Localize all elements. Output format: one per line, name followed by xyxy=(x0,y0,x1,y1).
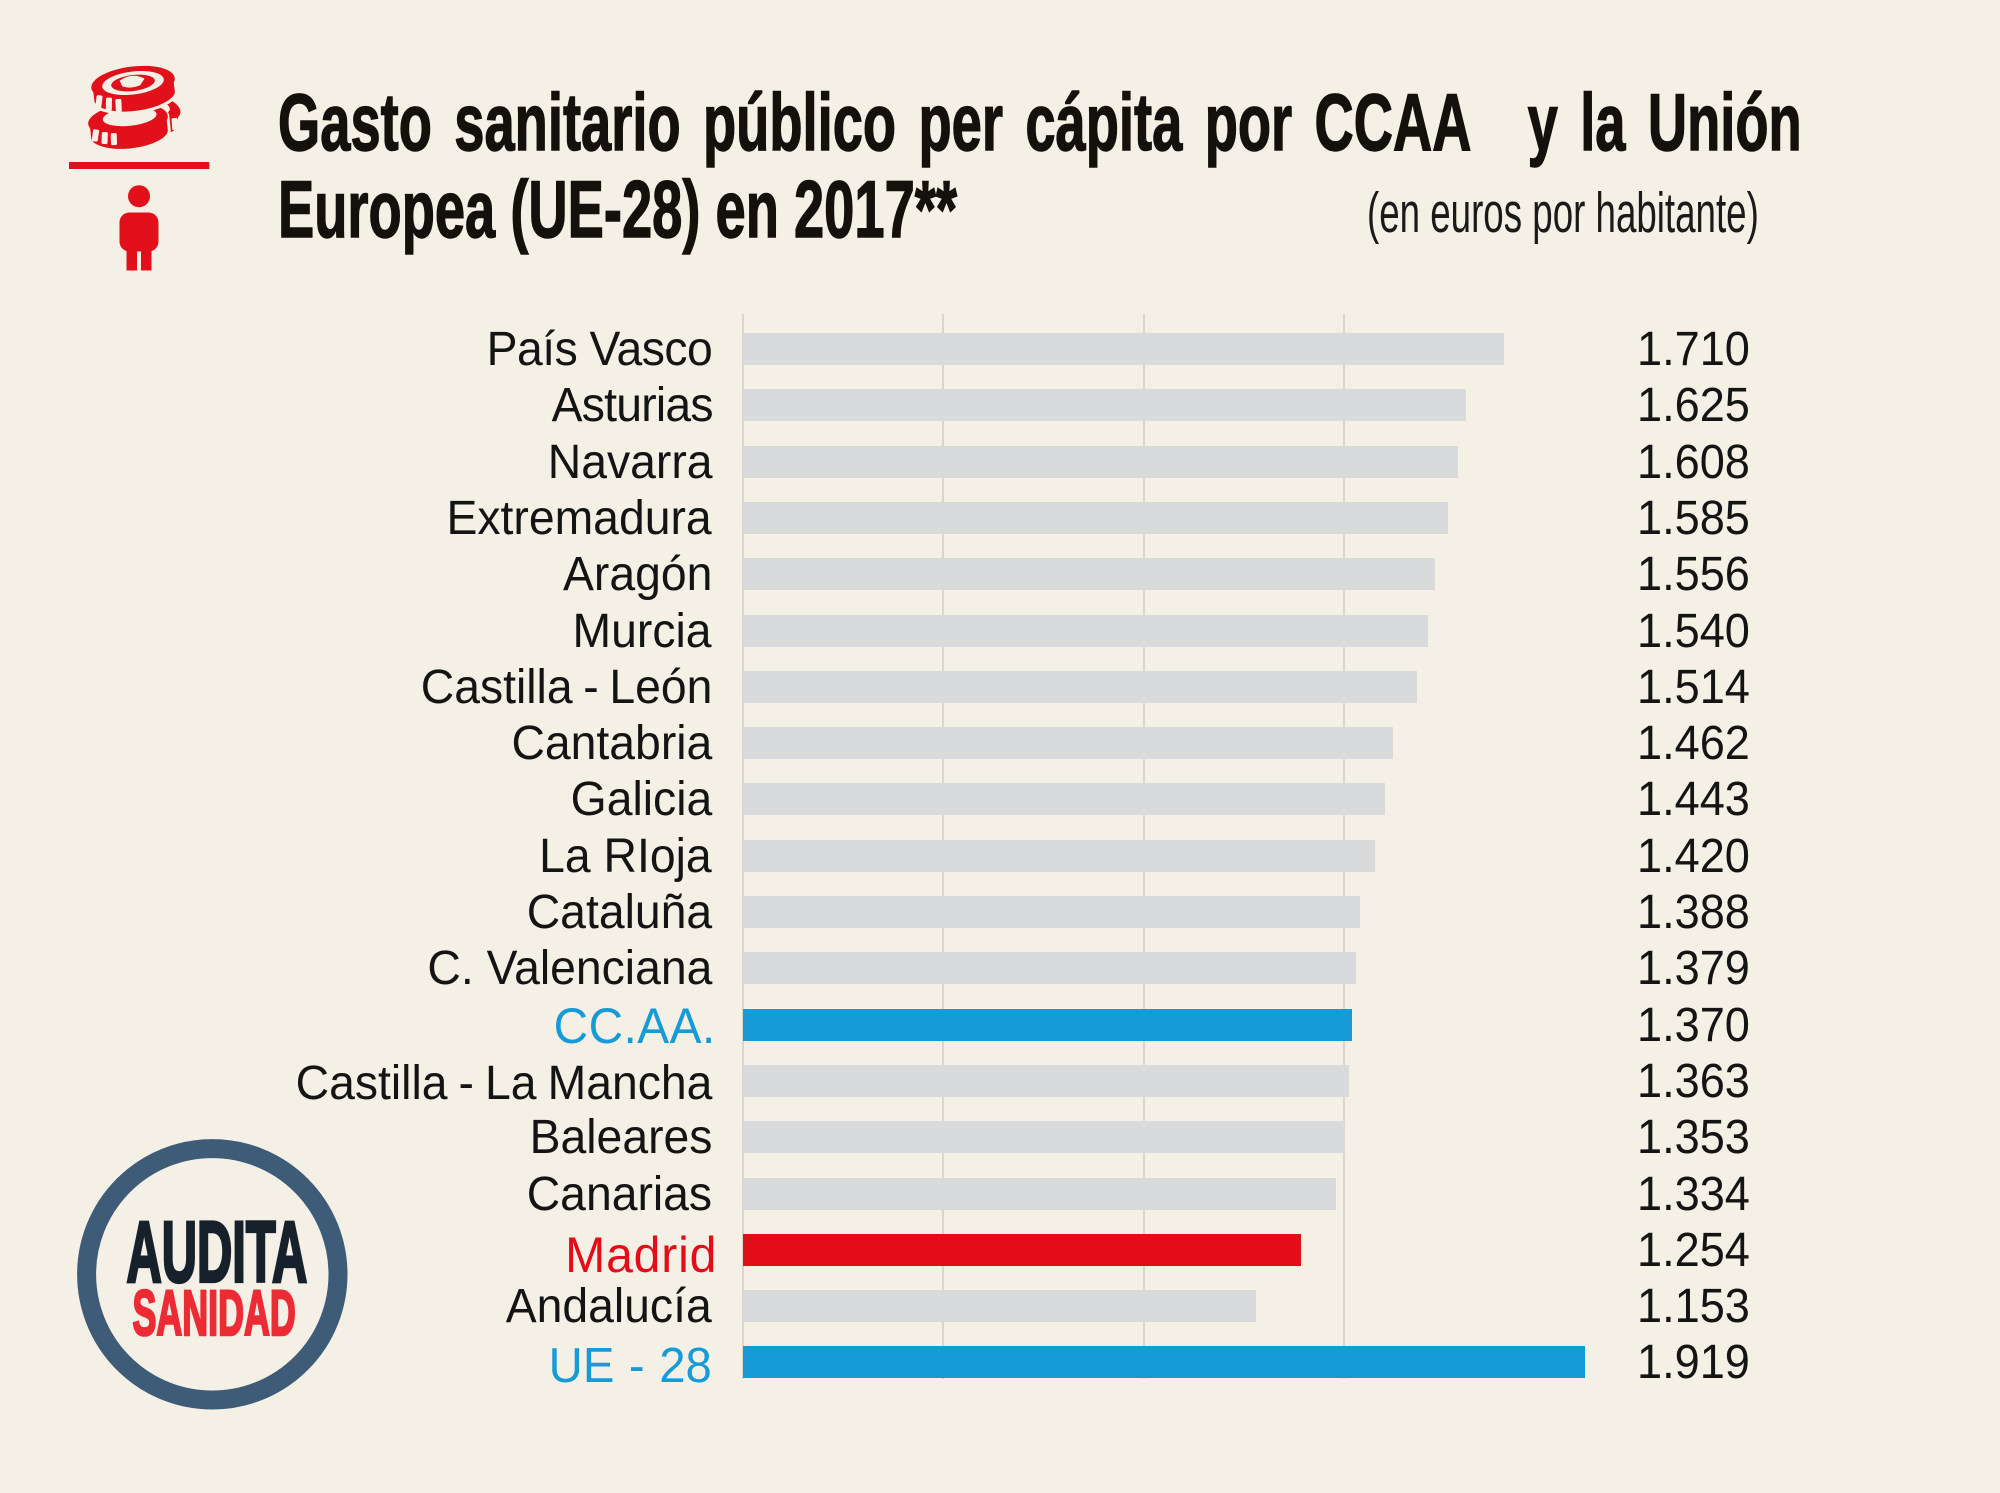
svg-text:SANIDAD: SANIDAD xyxy=(133,1277,296,1348)
svg-text:AUDITA: AUDITA xyxy=(127,1204,308,1300)
